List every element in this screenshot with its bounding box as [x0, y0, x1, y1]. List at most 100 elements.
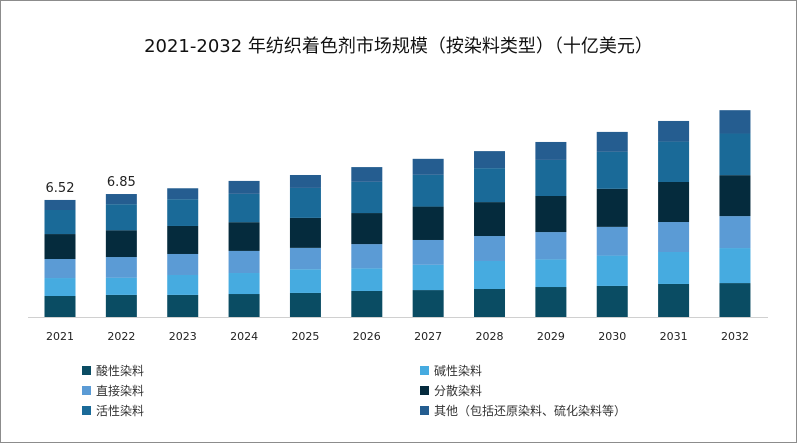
bar-segment-2023-1: [167, 274, 199, 295]
bar-segment-2029-0: [535, 287, 567, 317]
bar-segment-2025-0: [289, 292, 321, 317]
legend-item: 酸性染料: [82, 362, 144, 379]
bar-segment-2029-2: [535, 232, 567, 260]
bar-segment-2029-4: [535, 159, 567, 196]
legend-label: 酸性染料: [96, 364, 145, 378]
legend-swatch: [82, 386, 91, 395]
bar-segment-2027-2: [412, 239, 444, 265]
bar-segment-2026-2: [351, 244, 383, 269]
legend-swatch: [82, 366, 91, 375]
x-tick-label: 2026: [353, 330, 381, 343]
x-tick-label: 2022: [107, 330, 135, 343]
x-tick-label: 2031: [660, 330, 688, 343]
x-tick-label: 2029: [537, 330, 565, 343]
bar-segment-2023-5: [167, 188, 199, 200]
bar-segment-2029-3: [535, 195, 567, 233]
legend-label: 活性染料: [96, 404, 145, 418]
bar-segment-2030-5: [596, 131, 628, 152]
bar-segment-2031-0: [658, 283, 690, 317]
x-tick-label: 2021: [46, 330, 74, 343]
bar-segment-2032-3: [719, 175, 751, 217]
bar-segment-2031-1: [658, 252, 690, 284]
legend-label: 其他（包括还原染料、硫化染料等）: [434, 404, 627, 418]
bar-segment-2027-0: [412, 290, 444, 317]
bar-segment-2031-3: [658, 181, 690, 223]
bar-segment-2022-0: [105, 294, 137, 317]
bar-segment-2023-4: [167, 199, 199, 226]
legend-swatch: [420, 406, 429, 415]
bar-segment-2022-5: [105, 194, 137, 205]
bar-segment-2026-4: [351, 181, 383, 214]
data-label: 6.85: [107, 175, 136, 190]
bar-segment-2021-4: [44, 209, 76, 235]
bar-segment-2024-1: [228, 273, 260, 295]
legend-swatch: [82, 406, 91, 415]
bar-segment-2025-3: [289, 217, 321, 248]
bar-segment-2024-5: [228, 180, 260, 194]
bar-segment-2021-3: [44, 234, 76, 260]
bar-segment-2023-2: [167, 253, 199, 275]
bar-segment-2030-4: [596, 151, 628, 189]
bar-segment-2031-4: [658, 141, 690, 182]
bar-segment-2024-2: [228, 250, 260, 274]
legend-label: 分散染料: [434, 384, 483, 398]
bar-segment-2025-5: [289, 174, 321, 188]
bar-segment-2027-5: [412, 158, 444, 175]
legend-item: 活性染料: [82, 402, 144, 419]
bar-segment-2030-3: [596, 188, 628, 227]
bar-segment-2024-3: [228, 222, 260, 251]
x-tick-label: 2025: [291, 330, 319, 343]
bar-segment-2021-1: [44, 278, 76, 296]
bar-segment-2024-0: [228, 294, 260, 317]
bar-segment-2025-2: [289, 247, 321, 270]
x-tick-label: 2024: [230, 330, 258, 343]
bar-segment-2026-0: [351, 290, 383, 317]
bar-segment-2028-5: [474, 151, 506, 169]
bar-segment-2030-0: [596, 285, 628, 317]
bar-segment-2030-1: [596, 255, 628, 286]
x-tick-label: 2032: [721, 330, 749, 343]
data-label: 6.52: [46, 181, 75, 196]
bar-segment-2032-0: [719, 283, 751, 317]
bar-segment-2032-4: [719, 133, 751, 176]
x-tick-label: 2027: [414, 330, 442, 343]
bar-segment-2023-0: [167, 294, 199, 317]
bar-segment-2027-4: [412, 174, 444, 207]
bar-segment-2024-4: [228, 193, 260, 223]
legend-swatch: [420, 386, 429, 395]
legend-label: 碱性染料: [434, 364, 483, 378]
bar-segment-2032-2: [719, 216, 751, 249]
bar-segment-2028-1: [474, 260, 506, 289]
legend-item: 分散染料: [420, 382, 482, 399]
bar-segment-2026-5: [351, 167, 383, 182]
bar-segment-2028-2: [474, 236, 506, 261]
bar-segment-2029-5: [535, 141, 567, 160]
bar-segment-2021-2: [44, 259, 76, 279]
bar-segment-2025-1: [289, 269, 321, 293]
bar-segment-2022-3: [105, 230, 137, 258]
legend-item: 直接染料: [82, 382, 144, 399]
bar-segment-2022-4: [105, 204, 137, 231]
bar-segment-2028-4: [474, 168, 506, 203]
bar-segment-2026-1: [351, 268, 383, 291]
legend-swatch: [420, 366, 429, 375]
legend-label: 直接染料: [96, 384, 145, 398]
bar-segment-2029-1: [535, 259, 567, 288]
bar-segment-2022-1: [105, 277, 137, 295]
bar-segment-2032-1: [719, 248, 751, 284]
bar-segment-2030-2: [596, 226, 628, 256]
x-tick-label: 2023: [169, 330, 197, 343]
legend-item: 碱性染料: [420, 362, 482, 379]
bar-segment-2027-1: [412, 264, 444, 291]
bar-segment-2022-2: [105, 257, 137, 278]
bar-segment-2027-3: [412, 206, 444, 240]
bar-segment-2026-3: [351, 213, 383, 245]
bar-segment-2028-3: [474, 202, 506, 237]
bar-segment-2025-4: [289, 187, 321, 218]
chart-title: 2021-2032 年纺织着色剂市场规模（按染料类型）（十亿美元）: [144, 36, 653, 57]
x-tick-label: 2028: [476, 330, 504, 343]
bar-segment-2028-0: [474, 288, 506, 317]
bar-segment-2031-5: [658, 120, 690, 142]
x-tick-label: 2030: [598, 330, 626, 343]
